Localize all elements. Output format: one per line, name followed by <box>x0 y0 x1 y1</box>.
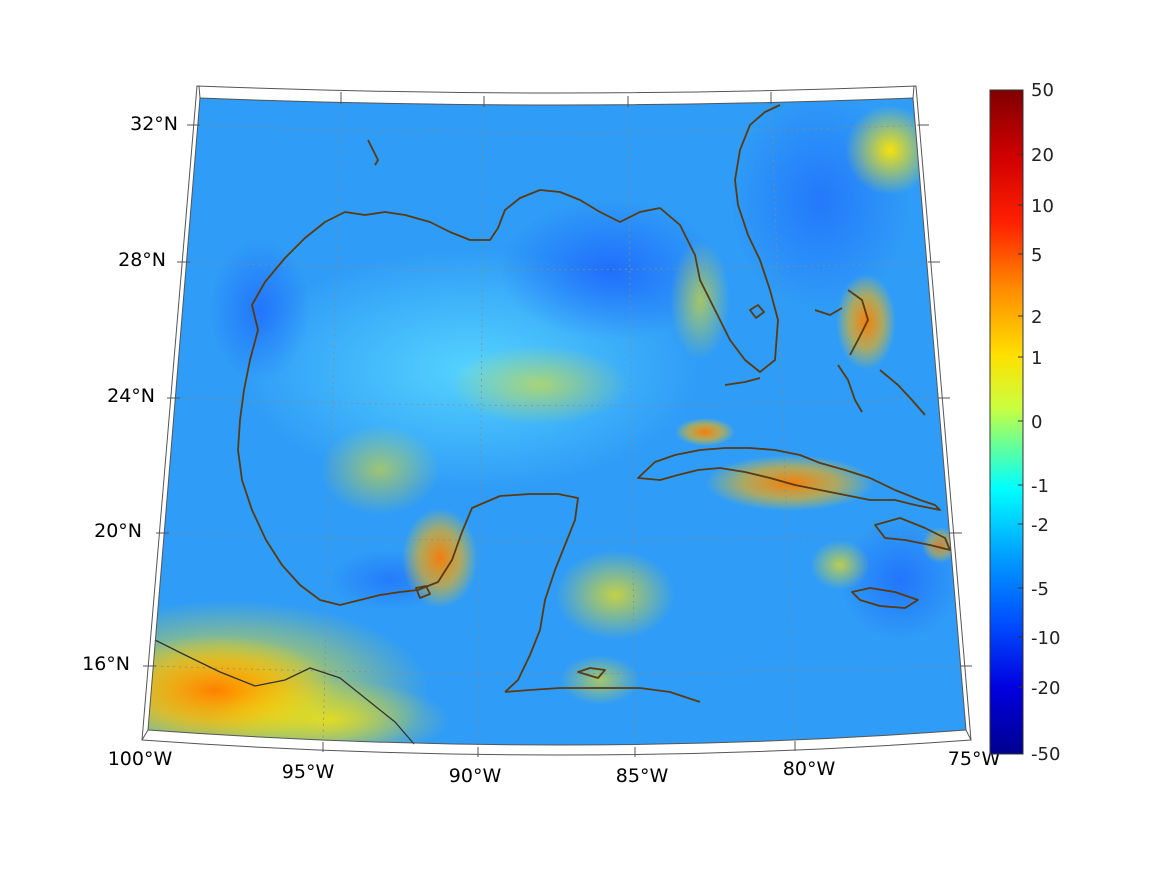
colorbar: 50 20 10 5 2 1 0 -1 -2 -5 -10 -20 -50 <box>989 80 1060 765</box>
colorbar-ticks <box>1018 153 1023 688</box>
colorbar-label: 2 <box>1031 307 1042 328</box>
lon-label-75w: 75°W <box>948 748 1001 770</box>
colorbar-label: -50 <box>1031 744 1060 765</box>
coastline <box>237 104 951 703</box>
lon-label-95w: 95°W <box>282 761 335 783</box>
map-frame <box>141 85 972 757</box>
latitude-labels: 32°N 28°N 24°N 20°N 16°N <box>82 113 178 675</box>
graticule <box>154 99 963 746</box>
lat-label-32n: 32°N <box>130 113 178 135</box>
colorbar-label: -10 <box>1031 628 1060 649</box>
lon-label-85w: 85°W <box>616 765 669 787</box>
lat-label-20n: 20°N <box>94 520 142 542</box>
colorbar-label: 5 <box>1031 245 1042 266</box>
colorbar-gradient <box>989 89 1024 755</box>
colorbar-label: 0 <box>1031 412 1042 433</box>
colorbar-label: -1 <box>1031 476 1049 497</box>
lon-label-80w: 80°W <box>783 758 836 780</box>
colorbar-label: -5 <box>1031 579 1049 600</box>
lon-label-90w: 90°W <box>449 765 502 787</box>
colorbar-label: 20 <box>1031 145 1054 166</box>
lat-label-24n: 24°N <box>107 385 155 407</box>
lat-label-28n: 28°N <box>118 249 166 271</box>
colorbar-label: 50 <box>1031 80 1054 101</box>
longitude-labels: 100°W 95°W 90°W 85°W 80°W 75°W <box>108 748 1001 787</box>
map-field <box>148 98 966 745</box>
colorbar-label: -20 <box>1031 678 1060 699</box>
colorbar-label: 10 <box>1031 196 1054 217</box>
colorbar-label: 1 <box>1031 348 1042 369</box>
lon-label-100w: 100°W <box>108 748 173 770</box>
colorbar-label: -2 <box>1031 515 1049 536</box>
lat-label-16n: 16°N <box>82 653 130 675</box>
country-border <box>154 639 415 745</box>
